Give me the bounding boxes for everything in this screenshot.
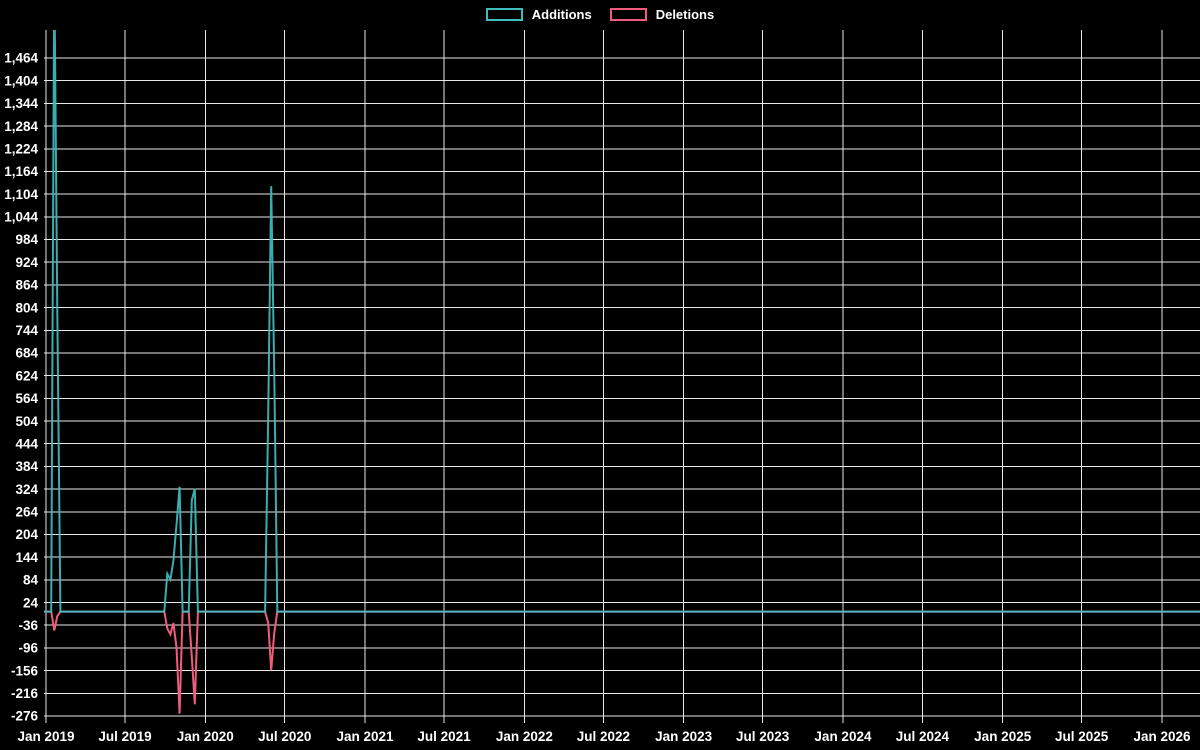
deletions-swatch xyxy=(609,8,647,21)
y-tick-label: 1,344 xyxy=(4,96,38,111)
y-tick-label: 204 xyxy=(15,527,38,542)
gridlines xyxy=(44,30,1200,723)
y-tick-label: 564 xyxy=(15,391,38,406)
y-tick-label: -36 xyxy=(18,618,38,633)
y-tick-label: 444 xyxy=(15,436,38,451)
x-tick-label: Jan 2021 xyxy=(337,729,395,744)
y-tick-label: 984 xyxy=(15,232,38,247)
x-tick-label: Jan 2026 xyxy=(1133,729,1191,744)
y-tick-label: 1,284 xyxy=(4,119,38,134)
x-tick-label: Jan 2019 xyxy=(17,729,74,744)
y-tick-label: 864 xyxy=(15,278,38,293)
y-tick-label: 624 xyxy=(15,368,38,383)
x-tick-label: Jan 2022 xyxy=(496,729,553,744)
x-tick-label: Jul 2024 xyxy=(896,729,950,744)
y-tick-label: 1,104 xyxy=(4,187,38,202)
x-tick-label: Jan 2020 xyxy=(177,729,234,744)
y-tick-label: 384 xyxy=(15,459,38,474)
y-tick-label: 924 xyxy=(15,255,38,270)
additions-line xyxy=(44,30,1200,613)
y-tick-label: 1,044 xyxy=(4,210,38,225)
additions-legend-label: Additions xyxy=(531,7,592,22)
x-tick-label: Jan 2025 xyxy=(974,729,1032,744)
y-tick-label: 1,224 xyxy=(4,141,38,156)
y-tick-label: 1,164 xyxy=(4,164,38,179)
chart-legend: Additions Deletions xyxy=(0,7,1200,22)
x-tick-label: Jul 2022 xyxy=(577,729,630,744)
y-tick-label: 264 xyxy=(15,505,38,520)
x-tick-label: Jul 2023 xyxy=(736,729,790,744)
y-tick-label: 144 xyxy=(15,550,38,565)
y-tick-label: 804 xyxy=(15,300,38,315)
y-tick-label: -156 xyxy=(11,663,39,678)
additions-swatch xyxy=(485,8,523,21)
legend-item-deletions: Deletions xyxy=(609,7,715,22)
y-tick-label: 504 xyxy=(15,414,38,429)
deletions-line xyxy=(44,610,1200,714)
y-tick-label: -216 xyxy=(11,686,39,701)
x-tick-label: Jul 2021 xyxy=(417,729,471,744)
y-tick-label: 324 xyxy=(15,482,38,497)
x-tick-label: Jul 2020 xyxy=(258,729,311,744)
x-tick-label: Jan 2023 xyxy=(655,729,713,744)
y-tick-label: 744 xyxy=(15,323,38,338)
y-tick-label: 84 xyxy=(23,573,39,588)
y-tick-label: 684 xyxy=(15,346,38,361)
x-tick-label: Jan 2024 xyxy=(814,729,872,744)
y-tick-label: 1,404 xyxy=(4,73,38,88)
y-tick-label: 24 xyxy=(23,595,39,610)
y-tick-label: 1,464 xyxy=(4,51,38,66)
x-tick-label: Jul 2019 xyxy=(98,729,151,744)
deletions-legend-label: Deletions xyxy=(655,7,715,22)
legend-item-additions: Additions xyxy=(485,7,592,22)
axis-labels: 1,464 1,404 1,344 1,284 1,224 1,164 1,104 1,044… xyxy=(4,51,1191,744)
x-tick-label: Jul 2025 xyxy=(1055,729,1109,744)
y-tick-label: -276 xyxy=(11,709,39,724)
y-tick-label: -96 xyxy=(18,641,38,656)
